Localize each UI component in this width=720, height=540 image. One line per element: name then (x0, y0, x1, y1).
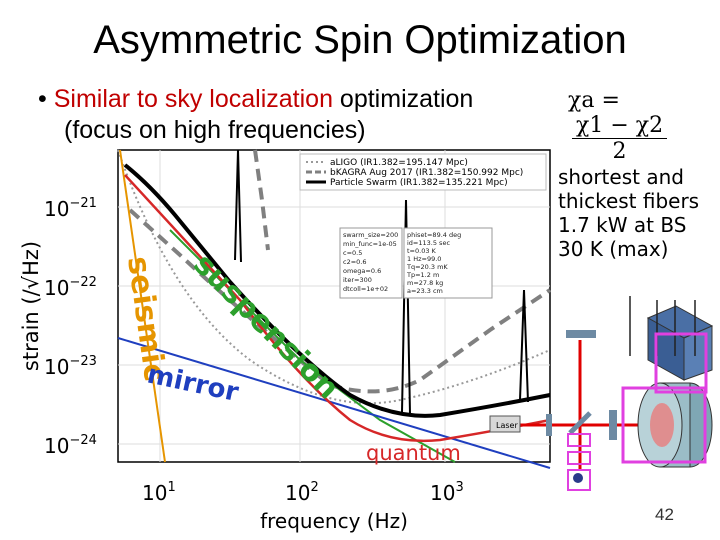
param-box-swarm: swarm_size=200 min_func=1e-05 c=0.5 c2=0… (339, 227, 403, 299)
param-line: c=0.5 (343, 249, 362, 257)
formula-lhs: χa = (568, 88, 620, 113)
slide-title: Asymmetric Spin Optimization (93, 18, 627, 62)
param-line: a=23.3 cm (407, 287, 443, 295)
optics-highlight-box (654, 332, 708, 394)
x-tick-label: 101 (142, 480, 176, 505)
page-number: 42 (655, 505, 674, 524)
laser-label: Laser (496, 421, 518, 430)
param-line: min_func=1e-05 (343, 240, 397, 248)
chi-a-formula: χa = χ1 − χ2 2 (568, 88, 720, 164)
param-line: swarm_size=200 (343, 231, 398, 239)
plot-frame (117, 149, 551, 463)
param-line: dtcoll=1e+02 (343, 285, 388, 293)
param-line: id=113.5 sec (407, 239, 450, 247)
photodetector (573, 473, 583, 483)
seismic-curve (119, 149, 166, 463)
y-axis-label: strain (/√Hz) (19, 241, 43, 371)
param-line: c2=0.6 (343, 258, 367, 266)
plot-legend: aLIGO (IR1.382=195.147 Mpc) bKAGRA Aug 2… (299, 153, 547, 191)
param-line: 1 Hz=99.0 (407, 255, 441, 263)
swarm-curve (123, 163, 551, 418)
swarm-resonance-peak (234, 149, 242, 263)
laser-box (489, 415, 521, 433)
swarm-violin-peak (401, 199, 411, 415)
side-note-line: shortest and (558, 165, 684, 189)
legend-entry: Particle Swarm (IR1.382=135.221 Mpc) (330, 178, 508, 188)
kagra-curve (128, 208, 552, 394)
side-note-line: 1.7 kW at BS (558, 213, 687, 237)
param-line: Tq=20.3 mK (406, 263, 448, 271)
swarm-violin-peak (519, 289, 529, 403)
mirror-curve (117, 337, 551, 469)
x-tick-label: 103 (430, 480, 464, 505)
param-box-physical: phiset=89.4 deg id=113.5 sec t=0.03 K 1 … (403, 227, 493, 299)
end-mirror-top (566, 330, 596, 338)
beam-spot (650, 403, 674, 447)
bullet-text: • Similar to sky localization optimizati… (38, 84, 473, 146)
bullet-highlight: Similar to sky localization (53, 85, 333, 113)
y-tick-label: 10−24 (44, 433, 97, 458)
y-tick-labels: 10−21 10−22 10−23 10−24 (44, 196, 97, 458)
param-line: iter=300 (343, 276, 372, 284)
x-axis-label: frequency (Hz) (260, 509, 408, 533)
param-line: omega=0.6 (343, 267, 381, 275)
plot-grid (118, 150, 550, 462)
optics-highlight-box (567, 433, 591, 447)
param-line: Tp=1.2 m (406, 271, 439, 279)
kagra-curve-resonance (253, 149, 270, 251)
bullet-line2: (focus on high frequencies) (64, 116, 366, 144)
y-tick-label: 10−23 (44, 354, 97, 379)
power-recycling-mirror (609, 410, 617, 440)
y-tick-label: 10−21 (44, 196, 97, 221)
formula-fraction: χ1 − χ2 2 (572, 113, 668, 164)
legend-entry: aLIGO (IR1.382=195.147 Mpc) (330, 158, 468, 168)
quantum-label: quantum (366, 441, 461, 465)
aligo-curve (117, 149, 551, 405)
x-tick-label: 102 (285, 480, 319, 505)
input-mirror (546, 414, 552, 436)
beam-splitter (568, 411, 592, 435)
formula-denominator: 2 (612, 139, 627, 164)
y-tick-label: 10−22 (44, 275, 97, 300)
optics-highlight-box (567, 451, 591, 465)
side-notes: shortest and thickest fibers 1.7 kW at B… (558, 165, 699, 261)
param-line: m=27.8 kg (407, 279, 443, 287)
formula-numerator: χ1 − χ2 (572, 113, 668, 139)
param-line: t=0.03 K (407, 247, 437, 255)
optics-highlight-box (621, 386, 707, 464)
legend-entry: bKAGRA Aug 2017 (IR1.382=150.992 Mpc) (330, 168, 523, 178)
param-line: phiset=89.4 deg (407, 231, 461, 239)
side-note-line: 30 K (max) (558, 237, 669, 261)
bullet-rest: optimization (332, 85, 474, 113)
bullet-marker: • (38, 85, 47, 113)
x-tick-labels: 101 102 103 (142, 480, 464, 505)
side-note-line: thickest fibers (558, 189, 700, 213)
interferometer-sketch: Laser (489, 296, 714, 491)
optics-highlight-box (567, 469, 591, 491)
